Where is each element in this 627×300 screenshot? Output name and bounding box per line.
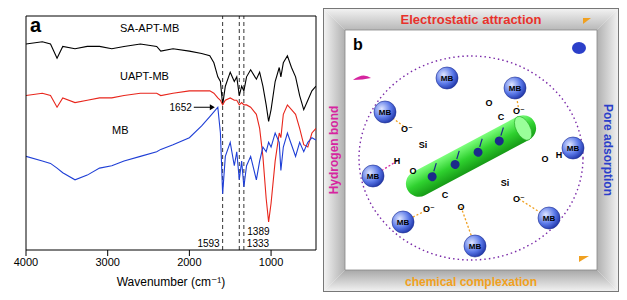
svg-text:MB: MB: [441, 74, 454, 83]
svg-text:1333: 1333: [247, 238, 270, 249]
html-text:SA-APT-MB: SA-APT-MB: [120, 22, 180, 34]
svg-text:1652: 1652: [170, 102, 193, 113]
svg-text:3000: 3000: [95, 256, 119, 268]
svg-text:MB: MB: [379, 108, 392, 117]
svg-text:4000: 4000: [14, 256, 38, 268]
svg-text:Si: Si: [419, 140, 428, 150]
svg-text:H: H: [394, 156, 401, 166]
svg-text:MB: MB: [543, 214, 556, 223]
svg-text:O⁻: O⁻: [423, 204, 435, 214]
svg-text:MB: MB: [367, 172, 380, 181]
html-text:a: a: [30, 14, 42, 36]
svg-text:Pore adsorption: Pore adsorption: [601, 104, 615, 196]
svg-text:MB: MB: [509, 84, 522, 93]
svg-text:1593: 1593: [197, 238, 220, 249]
svg-text:1000: 1000: [259, 256, 283, 268]
svg-text:O⁻: O⁻: [513, 194, 525, 204]
svg-text:chemical complexation: chemical complexation: [405, 275, 537, 289]
svg-text:Si: Si: [501, 178, 510, 188]
svg-text:b: b: [353, 36, 363, 53]
html-text:MB: MB: [112, 124, 129, 136]
svg-text:MB: MB: [397, 218, 410, 227]
svg-text:O: O: [485, 98, 492, 108]
svg-text:Wavenumber (cm⁻¹): Wavenumber (cm⁻¹): [117, 275, 226, 289]
svg-text:O⁻: O⁻: [401, 124, 413, 134]
svg-text:H: H: [556, 150, 563, 160]
svg-text:C: C: [498, 112, 505, 122]
html-text:UAPT-MB: UAPT-MB: [120, 70, 169, 82]
svg-text:O: O: [541, 154, 548, 164]
svg-text:2000: 2000: [177, 256, 201, 268]
svg-text:Electrostatic attraction: Electrostatic attraction: [401, 12, 542, 27]
svg-text:C: C: [442, 190, 449, 200]
svg-text:O: O: [409, 166, 416, 176]
svg-text:O⁻: O⁻: [513, 106, 525, 116]
svg-text:MB: MB: [469, 242, 482, 251]
svg-text:O: O: [457, 202, 464, 212]
svg-text:MB: MB: [567, 144, 580, 153]
svg-text:Hydrogen bond: Hydrogen bond: [327, 106, 341, 195]
svg-text:1389: 1389: [247, 226, 270, 237]
